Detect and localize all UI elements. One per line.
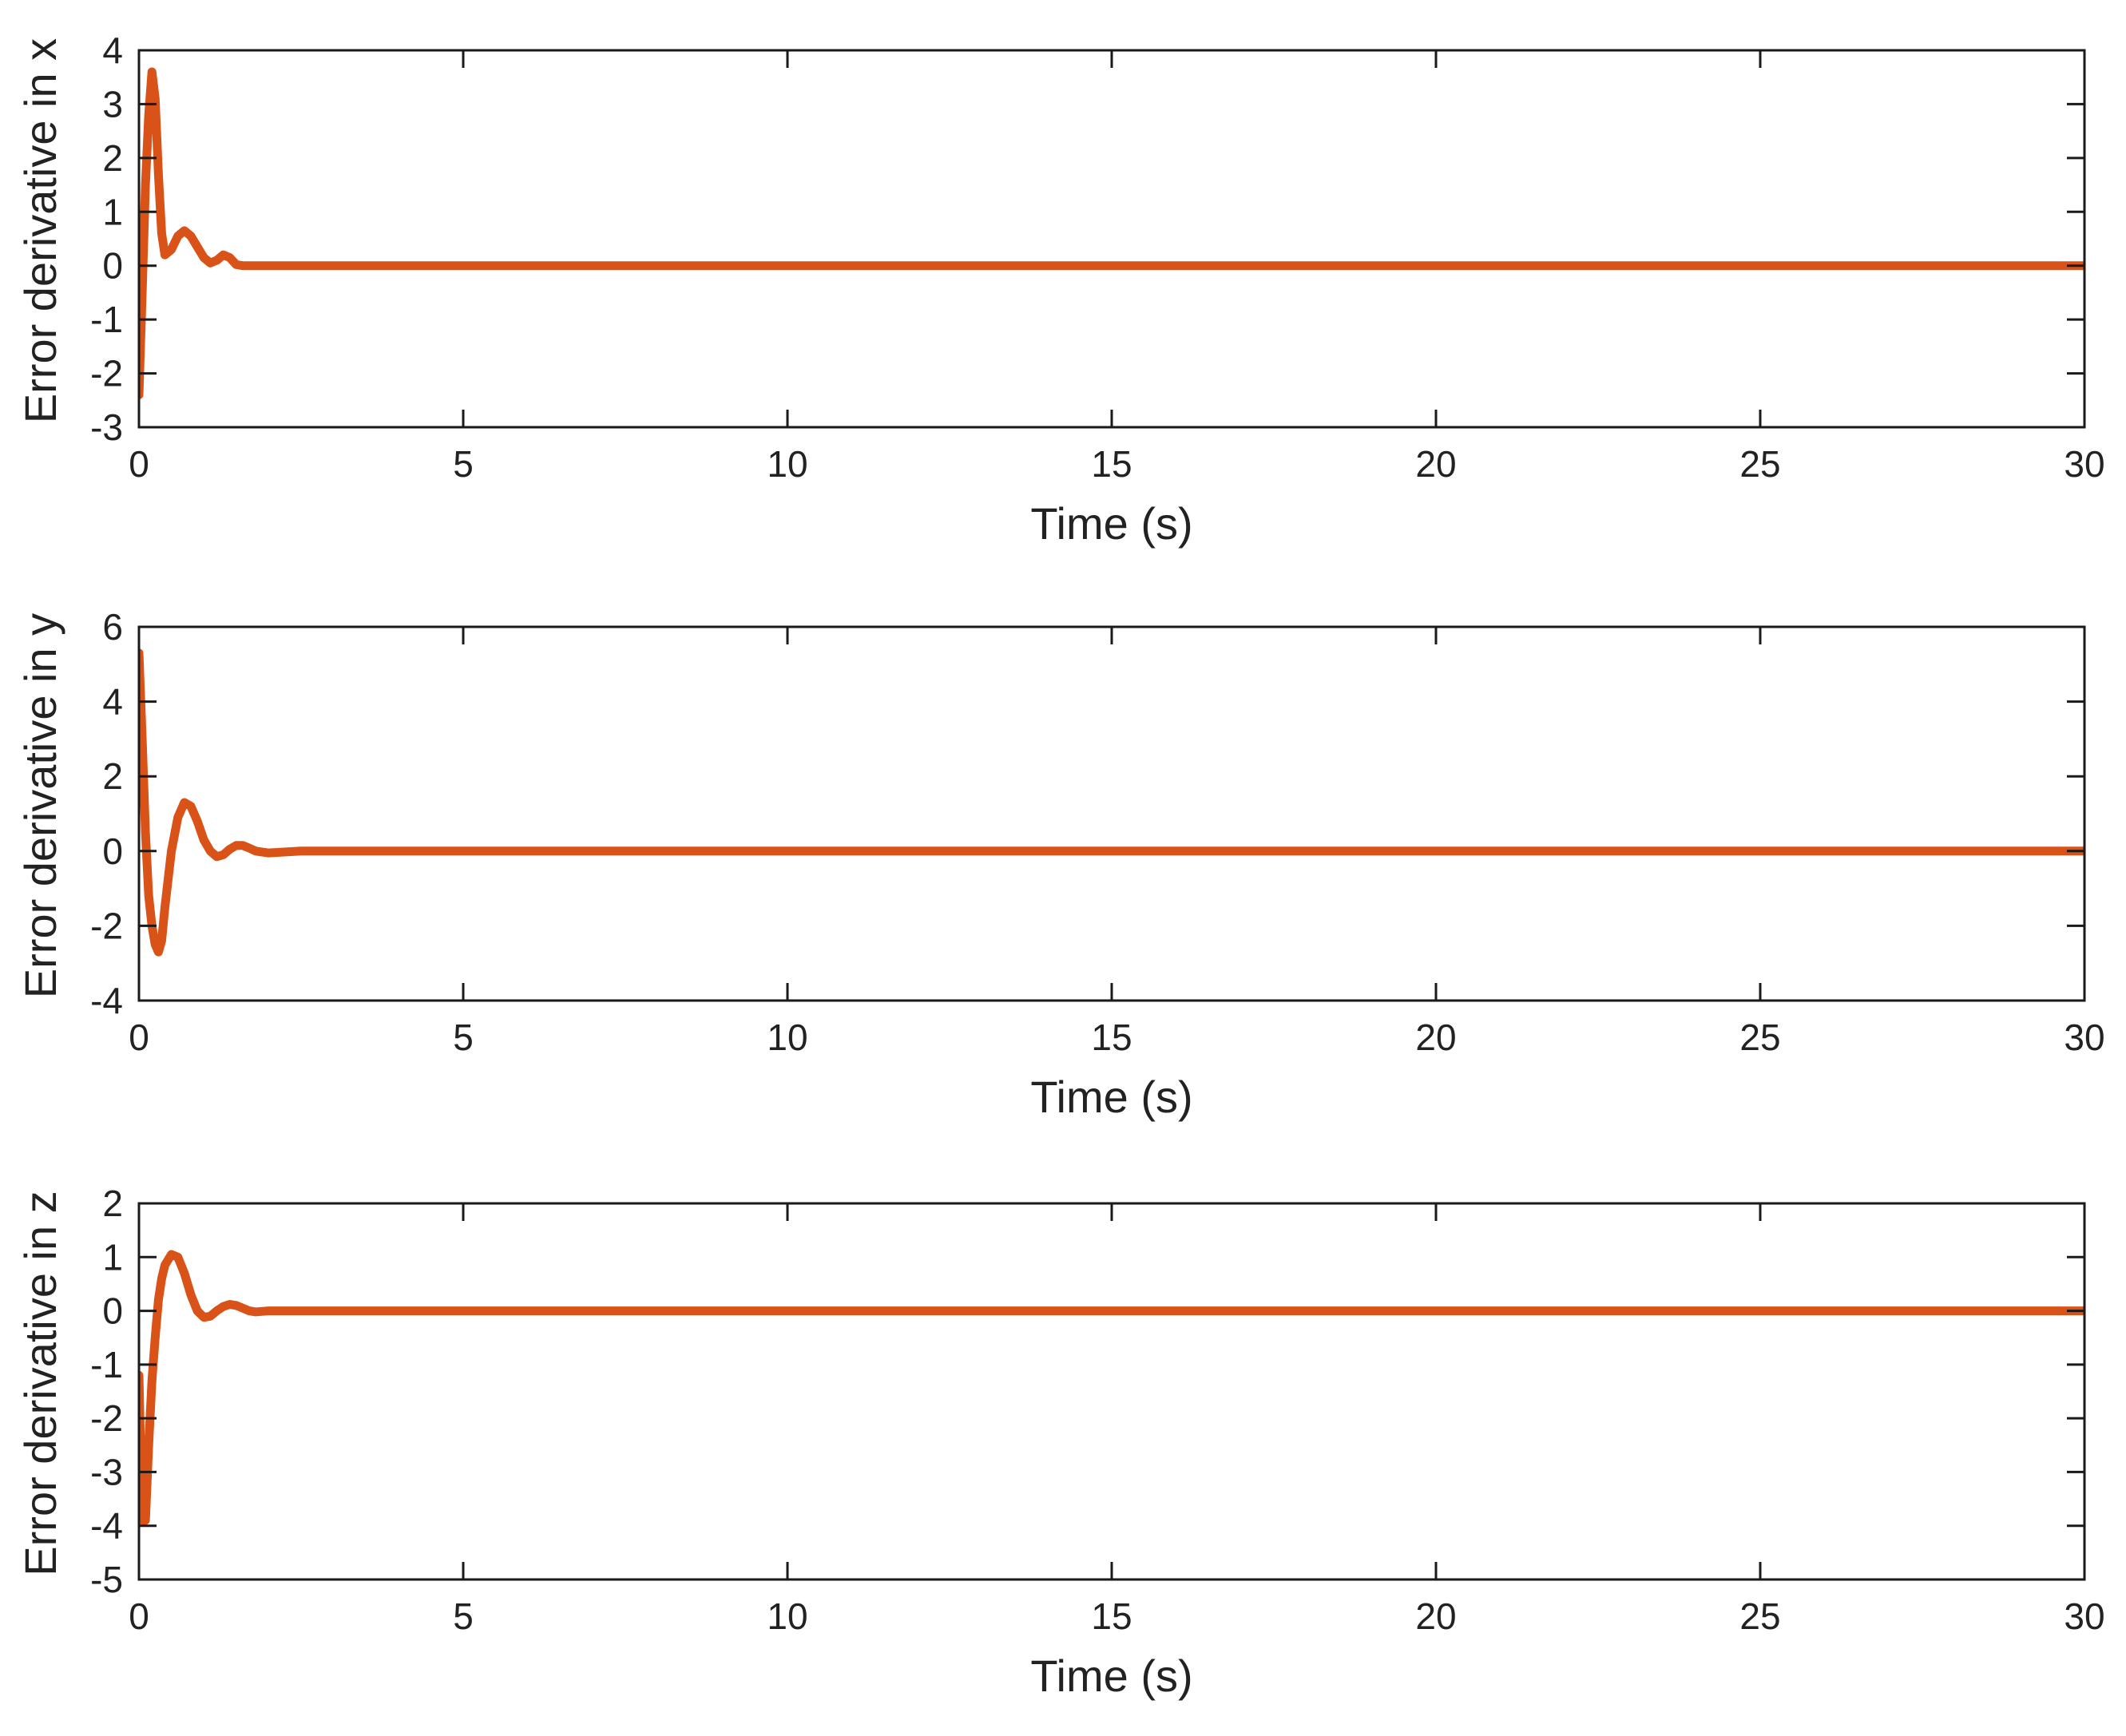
x-tick-label: 5	[453, 1595, 474, 1637]
y-tick-label: 0	[102, 1290, 123, 1332]
y-tick-label: -2	[90, 353, 123, 394]
x-tick-label: 0	[129, 443, 149, 485]
y-tick-label: 2	[102, 755, 123, 797]
y-tick-label: -2	[90, 905, 123, 946]
x-tick-label: 30	[2064, 1595, 2104, 1637]
y-tick-label: -5	[90, 1559, 123, 1600]
x-tick-label: 30	[2064, 1017, 2104, 1058]
x-tick-label: 15	[1091, 443, 1132, 485]
y-tick-label: 1	[102, 1236, 123, 1278]
y-tick-label: 1	[102, 191, 123, 232]
y-tick-label: -1	[90, 299, 123, 340]
x-axis-label: Time (s)	[1030, 1072, 1192, 1122]
x-axis-label: Time (s)	[1030, 498, 1192, 549]
subplot-z: 0 5 10 15 20 25 30 -5 -4 -3 -2 -1 0 1 2 Time (s) Error d…	[15, 1183, 2105, 1701]
y-tick-label: 4	[102, 30, 123, 71]
y-tick-label: -1	[90, 1344, 123, 1385]
y-tick-label: 2	[102, 1183, 123, 1224]
x-tick-label: 10	[767, 1595, 807, 1637]
y-axis-label: Error derivative in x	[15, 38, 65, 423]
x-tick-label: 5	[453, 443, 474, 485]
y-tick-label: -3	[90, 406, 123, 448]
x-tick-label: 30	[2064, 443, 2104, 485]
x-tick-label: 25	[1739, 1595, 1780, 1637]
x-tick-label: 20	[1415, 443, 1456, 485]
y-tick-label: 2	[102, 137, 123, 179]
error-derivative-z-line	[139, 1250, 2084, 1525]
y-tick-label: 0	[102, 245, 123, 287]
x-tick-label: 25	[1739, 443, 1780, 485]
error-derivative-x-line	[139, 67, 2084, 400]
y-axis-label: Error derivative in y	[15, 613, 65, 998]
x-tick-label: 10	[767, 443, 807, 485]
x-tick-label: 15	[1091, 1017, 1132, 1058]
x-tick-label: 0	[129, 1595, 149, 1637]
y-tick-label: 4	[102, 681, 123, 723]
x-tick-label: 15	[1091, 1595, 1132, 1637]
y-tick-label: 0	[102, 830, 123, 872]
y-tick-label: 6	[102, 606, 123, 648]
y-tick-label: -2	[90, 1397, 123, 1439]
y-tick-label: 3	[102, 83, 123, 125]
y-tick-label: -4	[90, 1505, 123, 1547]
x-tick-label: 20	[1415, 1017, 1456, 1058]
x-tick-label: 10	[767, 1017, 807, 1058]
x-axis-label: Time (s)	[1030, 1651, 1192, 1701]
y-tick-label: -4	[90, 980, 123, 1021]
subplot-y: 0 5 10 15 20 25 30 -4 -2 0 2 4 6 Time (s) Error deriva…	[15, 606, 2105, 1122]
x-tick-label: 5	[453, 1017, 474, 1058]
error-derivative-y-line	[139, 648, 2084, 957]
x-tick-label: 25	[1739, 1017, 1780, 1058]
y-tick-label: -3	[90, 1451, 123, 1492]
x-tick-label: 20	[1415, 1595, 1456, 1637]
subplot-x: 0 5 10 15 20 25 30 -3 -2 -1 0 1 2 3 4 Time (s) Error der…	[15, 30, 2105, 549]
x-tick-label: 0	[129, 1017, 149, 1058]
y-axis-label: Error derivative in z	[15, 1191, 65, 1575]
